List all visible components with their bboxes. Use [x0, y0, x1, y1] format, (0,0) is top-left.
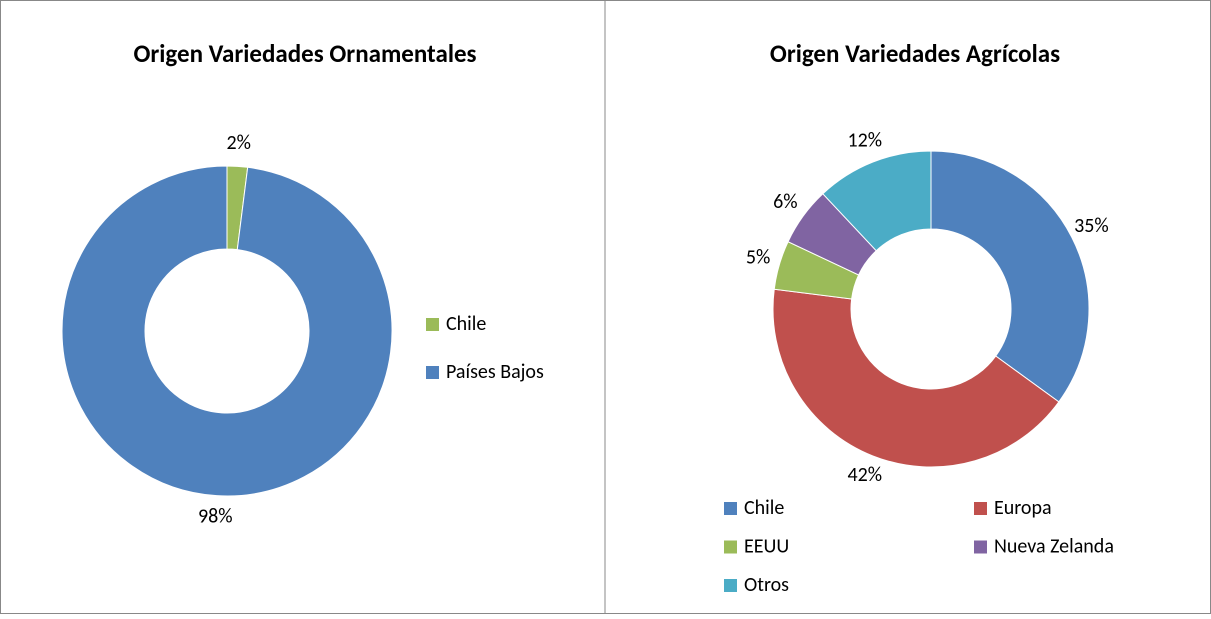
donut-slice [61, 165, 393, 497]
data-label: 5% [746, 246, 770, 270]
legend-label: EEUU [744, 534, 789, 558]
legend-swatch [724, 540, 737, 554]
legend-swatch [426, 318, 439, 331]
donut-slice [930, 150, 1090, 403]
legend-swatch [974, 502, 987, 515]
data-label: 6% [773, 190, 797, 214]
legend-label: Europa [994, 496, 1052, 520]
data-label: 2% [227, 131, 251, 155]
donut-slice [822, 150, 932, 252]
chart-title: Origen Variedades Ornamentales [133, 38, 476, 69]
legend-label: Otros [744, 573, 789, 597]
legend-label: Chile [744, 496, 784, 520]
chart-title: Origen Variedades Agrícolas [770, 38, 1060, 69]
legend-swatch [724, 579, 737, 592]
legend-label: Nueva Zelanda [994, 534, 1114, 558]
legend-swatch [724, 502, 737, 515]
data-label: 98% [198, 504, 233, 528]
legend-swatch [974, 540, 987, 554]
donut-slice [772, 288, 1060, 468]
legend-label: Chile [446, 312, 486, 336]
data-label: 35% [1074, 214, 1109, 238]
legend-swatch [426, 366, 439, 379]
legend-label: Países Bajos [446, 360, 544, 384]
data-label: 42% [847, 463, 882, 487]
data-label: 12% [847, 128, 882, 152]
